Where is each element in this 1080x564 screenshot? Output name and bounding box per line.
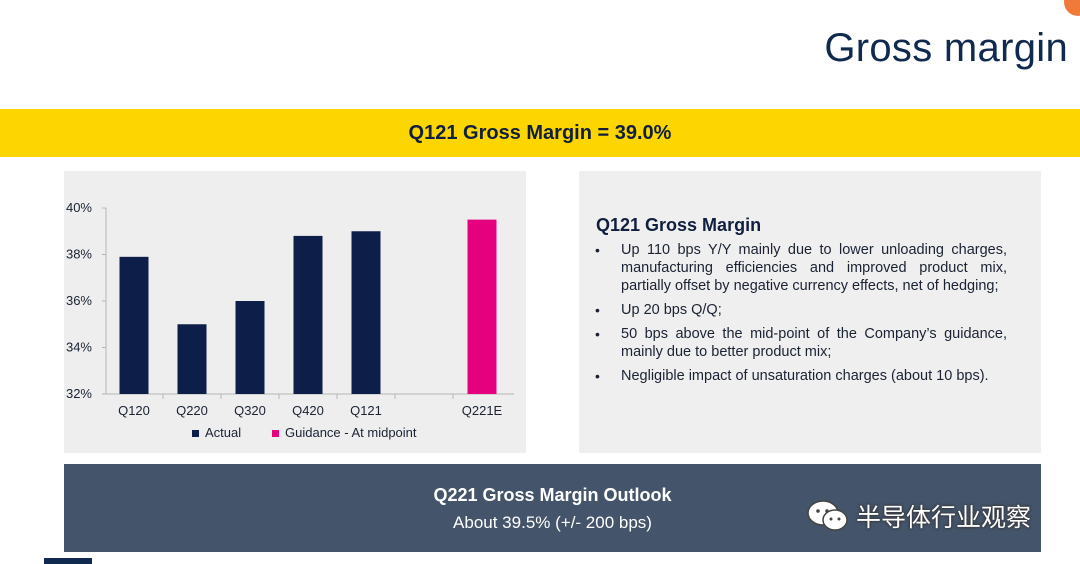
x-tick-label: Q121: [350, 403, 382, 418]
legend-label: Actual: [205, 425, 241, 440]
bullet-text: Up 20 bps Q/Q;: [621, 302, 722, 318]
legend-swatch: [272, 430, 279, 437]
banner-text: Q121 Gross Margin = 39.0%: [408, 121, 672, 144]
details-bullet: • Up 110 bps Y/Y mainly due to lower unlo…: [595, 241, 1007, 295]
watermark: 半导体行业观察: [806, 498, 1031, 534]
bullet-text: Negligible impact of unsaturation charge…: [621, 368, 989, 384]
footer-logo: [44, 558, 92, 564]
watermark-text: 半导体行业观察: [856, 504, 1032, 532]
x-tick-label: Q420: [292, 403, 324, 418]
x-tick-label: Q320: [234, 403, 266, 418]
headline-banner: Q121 Gross Margin = 39.0%: [0, 109, 1080, 157]
slide-title: Gross margin: [824, 26, 1068, 70]
details-bullet: • Negligible impact of unsaturation charg…: [595, 367, 1007, 385]
outlook-value: About 39.5% (+/- 200 bps): [453, 513, 652, 532]
legend-label: Guidance - At midpoint: [285, 425, 417, 440]
gross-margin-chart: 32% 34% 36% 38% 40% Q120 Q220 Q320 Q420 Q121 Q221E…: [66, 200, 514, 440]
bullet-marker: •: [595, 302, 600, 318]
bullet-text: 50 bps above the mid-point of the Compan…: [621, 326, 1007, 360]
bar-actual: [293, 235, 323, 394]
legend-swatch: [192, 430, 199, 437]
y-tick-label: 32%: [66, 386, 92, 401]
x-tick-label: Q220: [176, 403, 208, 418]
bar-actual: [351, 231, 381, 394]
x-tick-label: Q221E: [462, 403, 503, 418]
bullet-marker: •: [595, 326, 600, 342]
outlook-title: Q221 Gross Margin Outlook: [433, 485, 672, 505]
bullet-marker: •: [595, 368, 600, 384]
chart-panel: 32% 34% 36% 38% 40% Q120 Q220 Q320 Q420 Q121 Q221E…: [64, 171, 526, 453]
y-tick-label: 36%: [66, 293, 92, 308]
details-bullet: • Up 20 bps Q/Q;: [595, 301, 1007, 319]
details-panel: Q121 Gross Margin • Up 110 bps Y/Y mainly…: [579, 171, 1041, 453]
bullet-marker: •: [595, 242, 600, 258]
y-tick-label: 38%: [66, 247, 92, 262]
bar-guidance: [467, 219, 497, 394]
bar-actual: [235, 301, 265, 394]
details-bullet: • 50 bps above the mid-point of the Compa…: [595, 325, 1007, 361]
bar-actual: [119, 256, 149, 394]
corner-badge: [1064, 0, 1080, 16]
bar-actual: [177, 324, 207, 394]
details-list: • Up 110 bps Y/Y mainly due to lower unlo…: [595, 241, 1007, 391]
outlook-box: Q221 Gross Margin Outlook About 39.5% (+…: [64, 464, 1041, 552]
wechat-icon: [807, 500, 848, 531]
x-tick-label: Q120: [118, 403, 150, 418]
bullet-text: Up 110 bps Y/Y mainly due to lower unloa…: [621, 242, 1007, 294]
y-tick-label: 40%: [66, 200, 92, 215]
y-tick-label: 34%: [66, 340, 92, 355]
details-heading: Q121 Gross Margin: [596, 215, 762, 235]
